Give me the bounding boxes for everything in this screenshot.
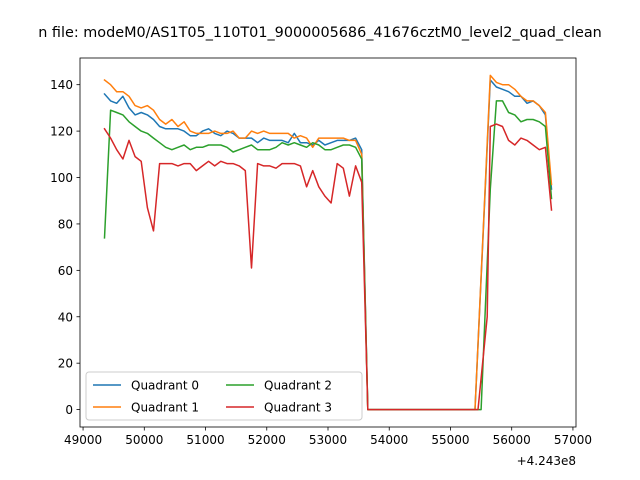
legend-box <box>85 371 363 421</box>
x-tick-label: 52000 <box>248 433 286 447</box>
x-axis: 49000 50000 51000 52000 53000 54000 55000 56000… <box>64 427 592 447</box>
y-tick-label: 100 <box>50 171 73 185</box>
legend-label-quadrant-3: Quadrant 3 <box>264 401 332 415</box>
y-tick-label: 20 <box>58 357 73 371</box>
y-tick-label: 80 <box>58 217 73 231</box>
series-layer <box>103 74 553 411</box>
y-axis: 0 20 40 60 80 100 120 140 <box>50 78 80 417</box>
x-tick-label: 50000 <box>125 433 163 447</box>
x-tick-label: 57000 <box>554 433 592 447</box>
y-tick-label: 0 <box>65 403 73 417</box>
legend-label-quadrant-1: Quadrant 1 <box>131 401 199 415</box>
y-tick-label: 60 <box>58 264 73 278</box>
y-tick-label: 140 <box>50 78 73 92</box>
y-tick-label: 40 <box>58 310 73 324</box>
x-tick-label: 55000 <box>431 433 469 447</box>
x-tick-label: 54000 <box>370 433 408 447</box>
legend-label-quadrant-0: Quadrant 0 <box>131 379 199 393</box>
chart-title: n file: modeM0/AS1T05_110T01_9000005686_… <box>38 25 602 41</box>
x-tick-label: 56000 <box>493 433 531 447</box>
legend-label-quadrant-2: Quadrant 2 <box>264 379 332 393</box>
legend-entries: Quadrant 0 Quadrant 1 Quadrant 2 Quadrant 3 <box>93 379 332 415</box>
series-line-quadrant-3 <box>103 123 553 411</box>
x-tick-label: 51000 <box>186 433 224 447</box>
x-tick-label: 49000 <box>64 433 102 447</box>
x-tick-label: 53000 <box>309 433 347 447</box>
series-line-quadrant-2 <box>103 100 553 411</box>
x-offset-label: +4.243e8 <box>517 454 576 468</box>
series-line-quadrant-1 <box>103 74 553 411</box>
y-tick-label: 120 <box>50 125 73 139</box>
legend: Quadrant 0 Quadrant 1 Quadrant 2 Quadrant 3 <box>85 371 363 421</box>
